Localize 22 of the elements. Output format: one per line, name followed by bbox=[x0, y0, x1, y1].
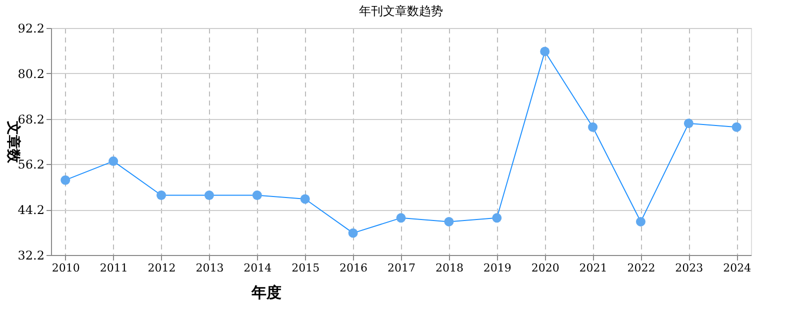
x-tick-label: 2017 bbox=[388, 262, 416, 274]
x-tick-label: 2014 bbox=[244, 262, 272, 274]
x-tick-label: 2021 bbox=[579, 262, 608, 274]
x-tick-label: 2012 bbox=[148, 262, 176, 274]
x-tick-label: 2016 bbox=[340, 262, 368, 274]
x-axis-title: 年度 bbox=[250, 284, 282, 302]
x-tick-label: 2023 bbox=[675, 262, 704, 274]
y-tick-label: 44.2 bbox=[18, 203, 44, 218]
x-tick-label: 2019 bbox=[483, 262, 512, 274]
y-tick-label: 32.2 bbox=[18, 248, 44, 262]
x-tick-label: 2015 bbox=[292, 262, 320, 274]
y-tick-label: 92.2 bbox=[18, 22, 44, 36]
x-tick-label: 2022 bbox=[627, 262, 656, 274]
y-tick-label: 80.2 bbox=[18, 66, 44, 81]
chart-title: 年刊文章数趋势 bbox=[359, 4, 443, 18]
x-tick-label: 2013 bbox=[196, 262, 224, 274]
x-tick-label: 2024 bbox=[723, 262, 752, 274]
x-tick-label: 2010 bbox=[52, 262, 80, 274]
x-tick-label: 2011 bbox=[100, 262, 128, 274]
y-tick-label: 56.2 bbox=[18, 158, 44, 172]
x-tick-label: 2018 bbox=[435, 262, 464, 274]
x-tick-label: 2020 bbox=[531, 262, 560, 274]
